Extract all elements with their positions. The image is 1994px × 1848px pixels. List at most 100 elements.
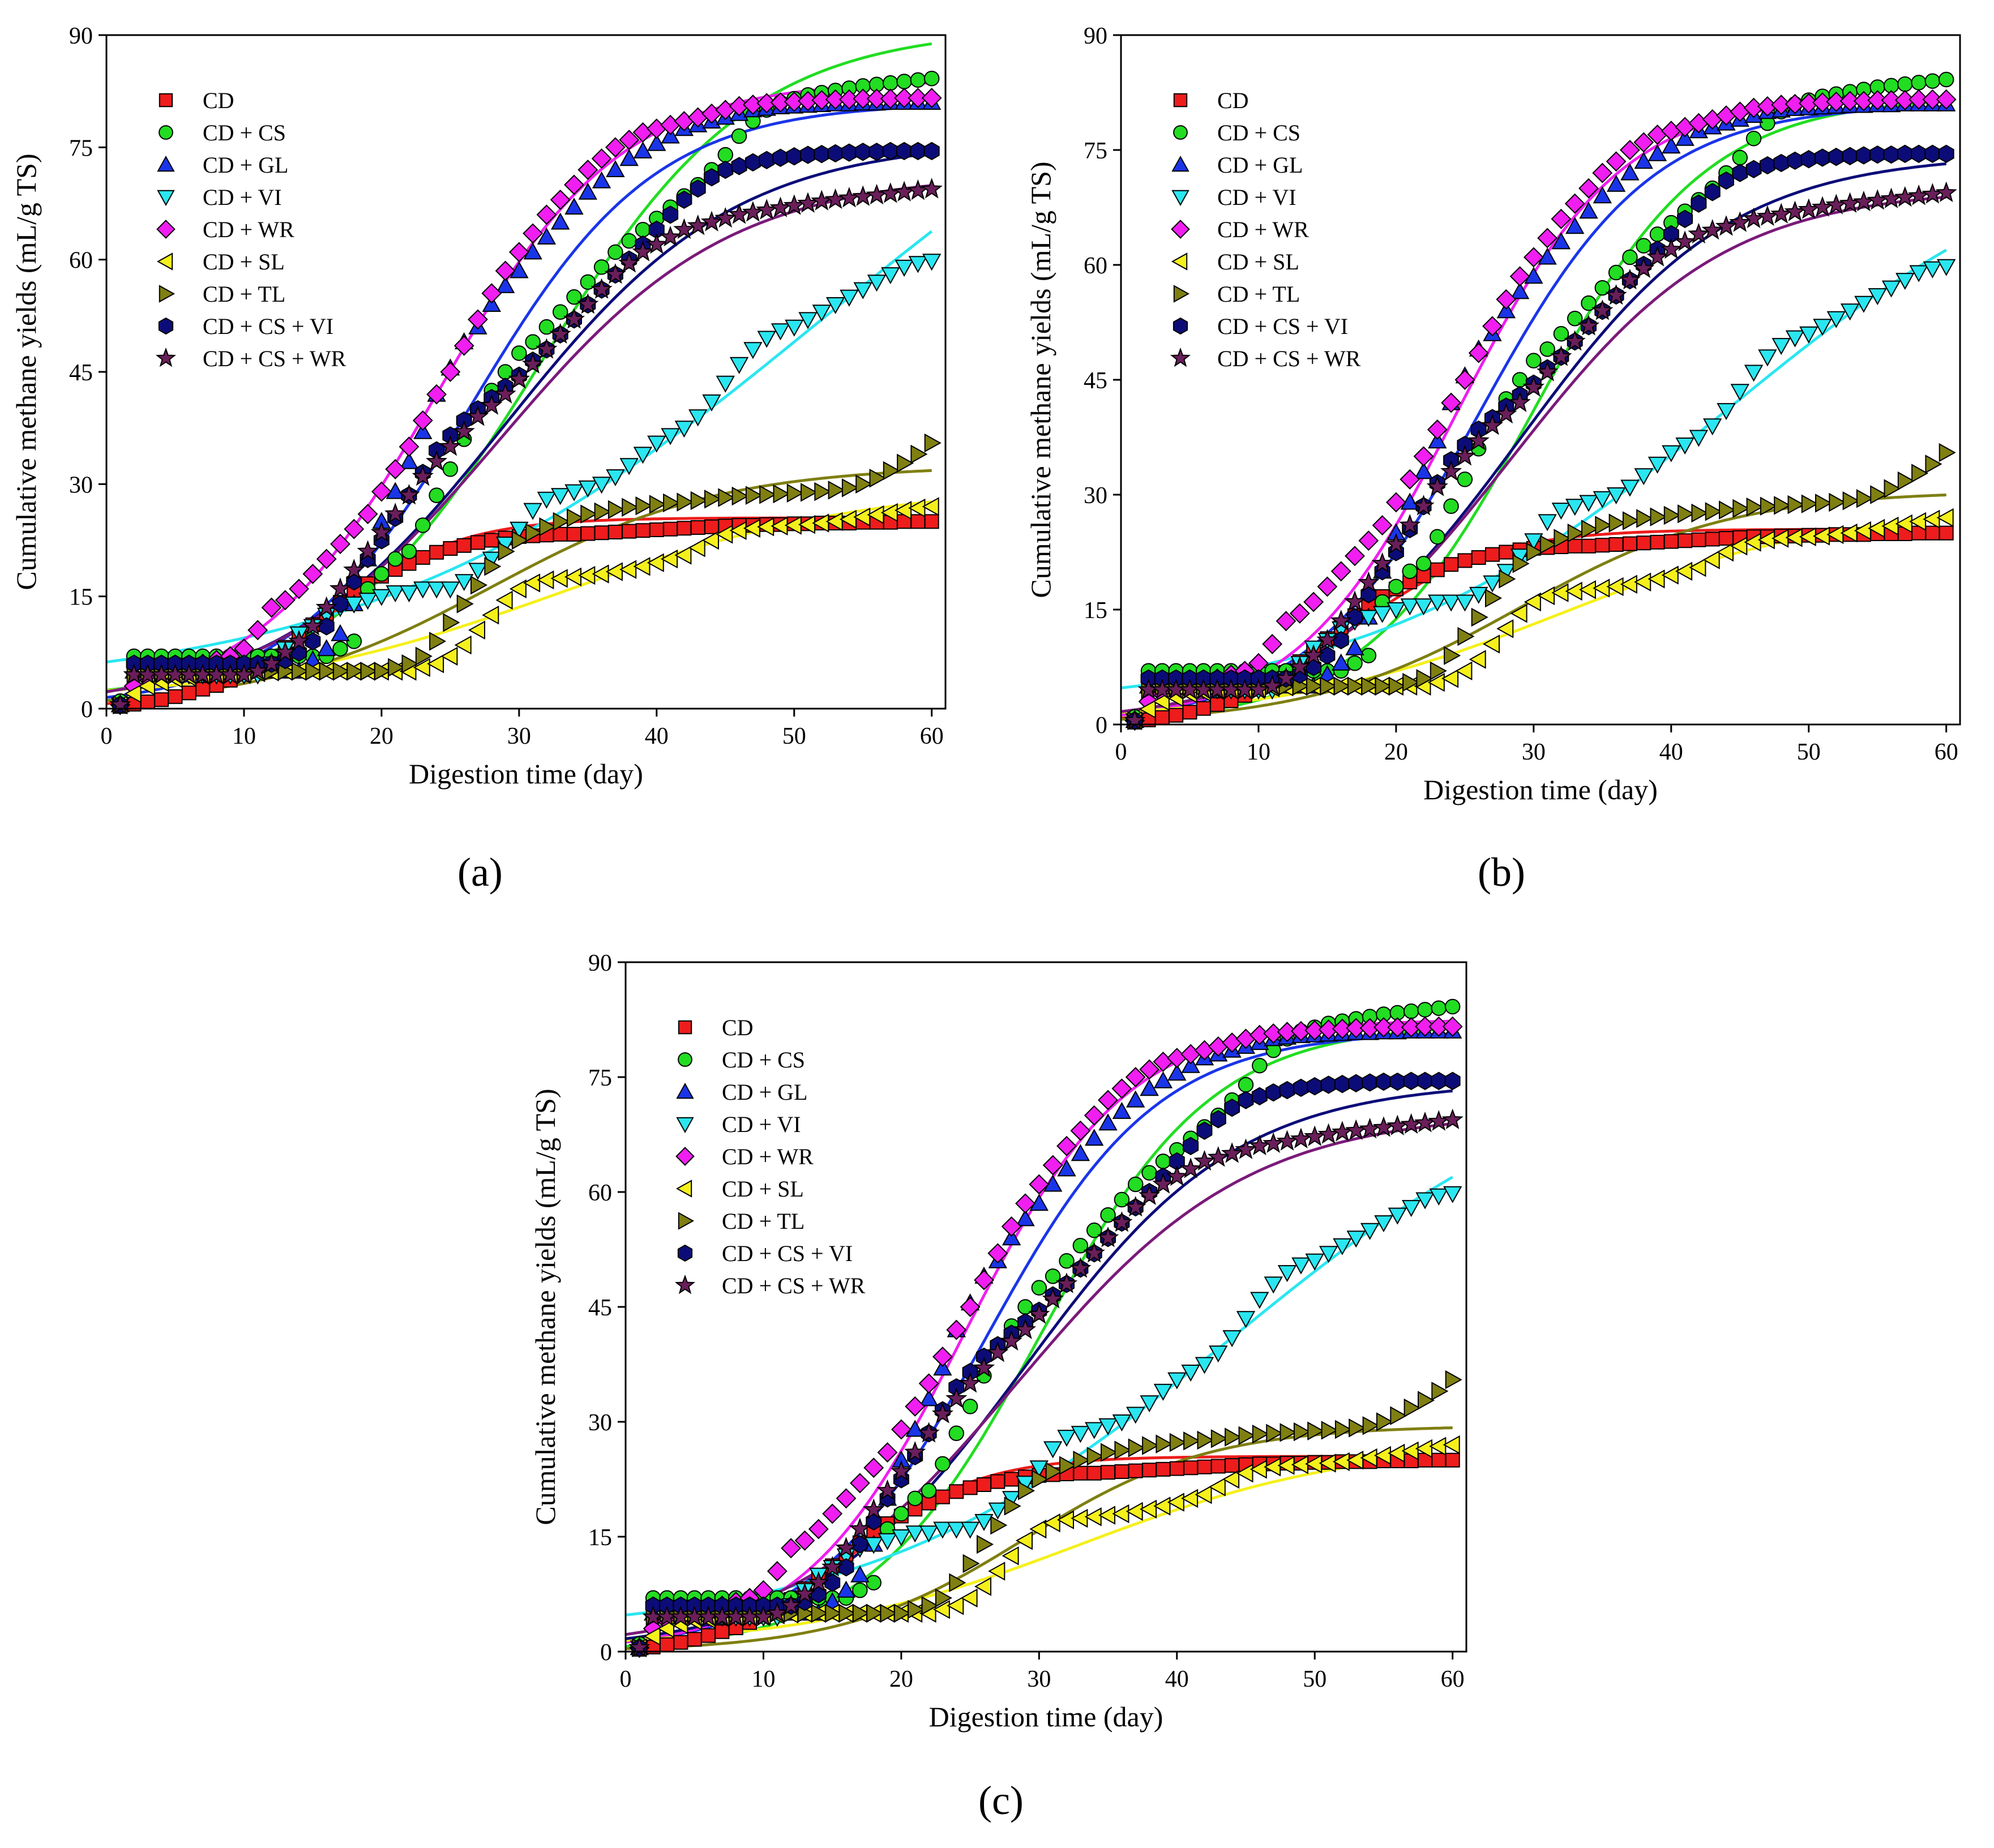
data-point <box>592 477 611 494</box>
data-point <box>852 1582 868 1598</box>
x-tick-label: 10 <box>751 1666 775 1692</box>
data-point <box>910 514 926 529</box>
data-point <box>1444 646 1461 665</box>
series-cd-wr <box>110 88 942 715</box>
data-point <box>1746 498 1764 517</box>
data-point <box>1346 1451 1364 1470</box>
data-point <box>566 289 582 305</box>
data-point <box>1360 1223 1380 1240</box>
data-point <box>564 484 584 501</box>
data-point <box>577 293 599 314</box>
y-tick-label: 45 <box>588 1295 612 1321</box>
data-point <box>1650 534 1665 550</box>
data-point <box>484 533 499 548</box>
data-point <box>960 1297 981 1317</box>
series-cd-wr <box>1124 89 1957 731</box>
data-point <box>1415 556 1432 572</box>
data-point <box>988 1562 1005 1581</box>
data-point <box>905 1396 926 1417</box>
data-point <box>960 1588 978 1607</box>
data-point <box>1112 1414 1132 1432</box>
data-point <box>824 188 846 209</box>
data-point <box>1911 464 1929 483</box>
data-point <box>814 145 830 164</box>
data-point <box>821 1556 844 1577</box>
data-point <box>633 557 651 576</box>
data-point <box>331 624 350 641</box>
data-point <box>1028 1303 1050 1324</box>
y-tick-label: 90 <box>588 950 612 976</box>
data-point <box>1881 90 1902 110</box>
data-point <box>274 641 296 662</box>
data-point <box>538 319 555 335</box>
data-point <box>388 658 405 677</box>
data-point <box>1426 475 1448 496</box>
data-point <box>974 1513 994 1531</box>
data-point <box>1922 89 1943 110</box>
data-point <box>1248 1134 1270 1156</box>
data-point <box>1100 1207 1116 1223</box>
data-point <box>867 275 887 292</box>
data-point <box>649 522 664 537</box>
data-point <box>923 70 940 87</box>
y-axis-label: Cumulative methane yields (mL/g TS) <box>529 1088 561 1525</box>
data-point <box>1358 530 1379 551</box>
data-point <box>1101 1443 1118 1462</box>
data-point <box>1084 1507 1102 1527</box>
data-point <box>1719 500 1736 520</box>
data-point <box>495 590 513 610</box>
y-tick-label: 15 <box>1084 598 1107 624</box>
data-point <box>1236 1464 1253 1483</box>
data-point <box>426 384 447 405</box>
data-point <box>1387 1017 1408 1037</box>
data-point <box>840 289 859 307</box>
data-point <box>962 1554 980 1573</box>
data-point <box>863 1498 885 1519</box>
data-point <box>1800 150 1817 169</box>
data-point <box>539 517 557 537</box>
data-point <box>647 435 666 453</box>
data-point <box>567 526 581 542</box>
data-point <box>1334 1075 1350 1094</box>
data-point <box>305 662 323 681</box>
data-point <box>551 488 570 505</box>
data-point <box>1579 201 1598 219</box>
data-point <box>1801 494 1818 513</box>
data-point <box>878 1533 897 1550</box>
data-point <box>673 218 695 239</box>
data-point <box>745 486 763 505</box>
data-point <box>275 590 296 611</box>
data-point <box>704 519 719 534</box>
legend-label: CD + WR <box>203 217 294 242</box>
data-point <box>1537 228 1558 248</box>
data-point <box>580 526 596 541</box>
data-point <box>864 1537 883 1554</box>
data-point <box>674 421 694 438</box>
data-point <box>440 362 461 382</box>
data-point <box>731 486 749 506</box>
data-point <box>168 689 183 704</box>
data-point <box>1166 1165 1188 1186</box>
data-point <box>1399 514 1421 535</box>
y-tick-label: 60 <box>69 248 93 274</box>
data-point <box>662 205 679 224</box>
data-point <box>1469 586 1488 604</box>
data-point <box>618 252 640 273</box>
data-point <box>632 241 654 261</box>
data-point <box>1400 469 1420 490</box>
data-point <box>1593 186 1612 204</box>
data-point <box>358 593 378 610</box>
data-point <box>1729 211 1751 232</box>
data-point <box>704 168 720 187</box>
data-point <box>1883 145 1899 164</box>
data-point <box>1648 569 1665 589</box>
data-point <box>495 276 515 293</box>
data-point <box>729 357 749 374</box>
data-point <box>1428 594 1447 612</box>
data-point <box>717 160 734 179</box>
data-point <box>880 1603 897 1623</box>
data-point <box>1427 419 1448 440</box>
data-point <box>470 535 485 550</box>
x-tick-label: 30 <box>1027 1666 1051 1692</box>
data-point <box>401 654 419 674</box>
